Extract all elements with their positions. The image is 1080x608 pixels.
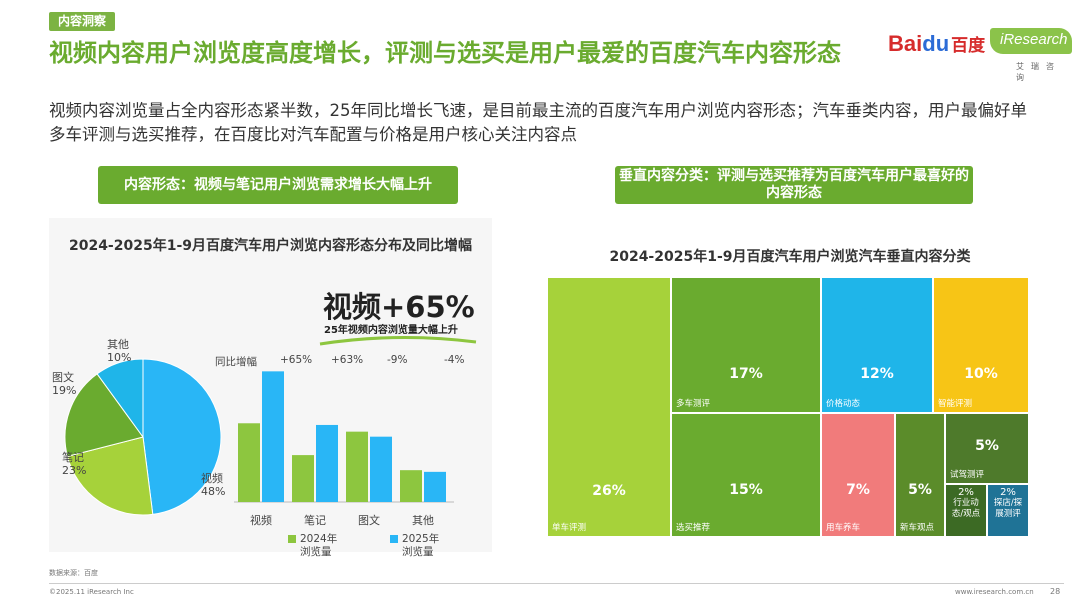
bar-category-label: 其他 [412,514,434,527]
treemap-value: 5% [975,438,999,454]
pie-slice-video [142,358,222,515]
growth-note: 25年视频内容浏览量大幅上升 [324,325,458,336]
yoy-notes: +63% [331,354,364,366]
pie-slice-other [96,358,144,439]
treemap-label: 多车测评 [676,399,711,409]
bar-2024-2 [346,431,368,502]
footer-divider [49,583,1064,584]
pie-label-graphic: 图文 19% [52,371,77,397]
yoy-other: -4% [444,354,465,366]
treemap-label: 选买推荐 [676,523,711,533]
treemap-label: 价格动态 [826,399,861,409]
baidu-logo: Baidu 百度 [888,31,985,57]
section-tag: 内容洞察 [49,12,115,31]
iresearch-logo-sub: 艾瑞咨询 [1016,62,1061,82]
legend-2024-text: 2024年 浏览量 [300,533,338,558]
treemap-label: 探店/探展测评 [993,498,1023,519]
treemap-label: 新车观点 [900,523,935,533]
right-chart-title: 2024-2025年1-9月百度汽车用户浏览汽车垂直内容分类 [609,249,971,265]
pie-chart [64,358,222,516]
pie-label-video: 视频 48% [201,472,226,498]
treemap-label: 行业动态/观点 [951,498,981,519]
treemap-cell-store-visit: 2% 探店/探展测评 [987,484,1029,537]
legend-2025-text: 2025年 浏览量 [402,533,440,558]
yoy-label: 同比增幅 [215,356,257,368]
treemap-value: 2% [958,487,974,498]
bar-2025-3 [424,471,446,502]
treemap-cell-new-car: 5% 新车观点 [895,413,945,537]
growth-headline: 视频+65% [323,290,475,324]
page-title: 视频内容用户浏览度高度增长，评测与选买是用户最爱的百度汽车内容形态 [49,39,841,67]
treemap-label: 智能评测 [938,399,973,409]
treemap-label: 用车养车 [826,523,861,533]
treemap-label: 试驾测评 [950,470,985,480]
bar-2025-2 [370,436,392,502]
treemap-value: 12% [860,366,894,382]
pie-slice-graphic [64,373,144,458]
page-subtitle: 视频内容浏览量占全内容形态紧半数，25年同比增长飞速，是目前最主流的百度汽车用户… [49,101,1027,144]
baidu-logo-part-a: Bai [888,31,923,56]
growth-underline [319,335,477,346]
left-section-header: 内容形态：视频与笔记用户浏览需求增长大幅上升 [98,166,458,204]
pie-slice-notes [66,436,154,516]
copyright: ©2025.11 iResearch Inc [49,588,134,596]
treemap-chart: 26% 单车评测 17% 多车测评 12% 价格动态 10% 智能评测 15% … [547,277,1029,537]
bar-category-label: 图文 [358,513,380,527]
treemap-cell-test-drive: 5% 试驾测评 [945,413,1029,484]
treemap-value: 10% [964,366,998,382]
treemap-cell-price: 12% 价格动态 [821,277,933,413]
bar-chart: 视频 笔记 图文 其他 [234,371,454,527]
treemap-cell-buy-rec: 15% 选买推荐 [671,413,821,537]
baidu-logo-part-b: du [922,31,950,56]
bar-2025-0 [262,371,284,502]
treemap-value: 2% [1000,487,1016,498]
right-section-header: 垂直内容分类：评测与选买推荐为百度汽车用户最喜好的内容形态 [615,166,973,204]
baidu-logo-cn: 百度 [951,36,986,55]
treemap-value: 17% [729,366,763,382]
bar-2024-1 [292,455,314,502]
yoy-graphic: -9% [387,354,408,366]
legend-2025: 2025年 浏览量 [390,533,439,559]
bar-2024-3 [400,470,422,502]
legend-2024: 2024年 浏览量 [288,533,337,559]
treemap-value: 26% [592,483,626,499]
data-source: 数据来源：百度 [49,569,98,577]
pie-label-notes: 笔记 23% [62,451,87,477]
left-chart-title: 2024-2025年1-9月百度汽车用户浏览内容形态分布及同比增幅 [68,238,473,254]
page-number: 28 [1050,587,1061,596]
treemap-value: 7% [846,482,870,498]
treemap-cell-car-care: 7% 用车养车 [821,413,895,537]
bar-2025-1 [316,424,338,502]
iresearch-logo: iResearch 艾瑞咨询 [990,28,1072,82]
bar-2024-0 [238,423,260,502]
bar-category-label: 视频 [250,513,272,527]
treemap-label: 单车评测 [552,523,587,533]
treemap-cell-single-car: 26% 单车评测 [547,277,671,537]
bar-category-label: 笔记 [304,513,326,527]
pie-label-other: 其他 10% [107,338,132,364]
iresearch-logo-text: iResearch [1000,31,1068,48]
treemap-cell-industry: 2% 行业动态/观点 [945,484,987,537]
treemap-value: 15% [729,482,763,498]
treemap-value: 5% [908,482,932,498]
website: www.iresearch.com.cn [955,588,1034,596]
yoy-video: +65% [280,354,313,366]
treemap-cell-multi-car: 17% 多车测评 [671,277,821,413]
treemap-cell-smart: 10% 智能评测 [933,277,1029,413]
